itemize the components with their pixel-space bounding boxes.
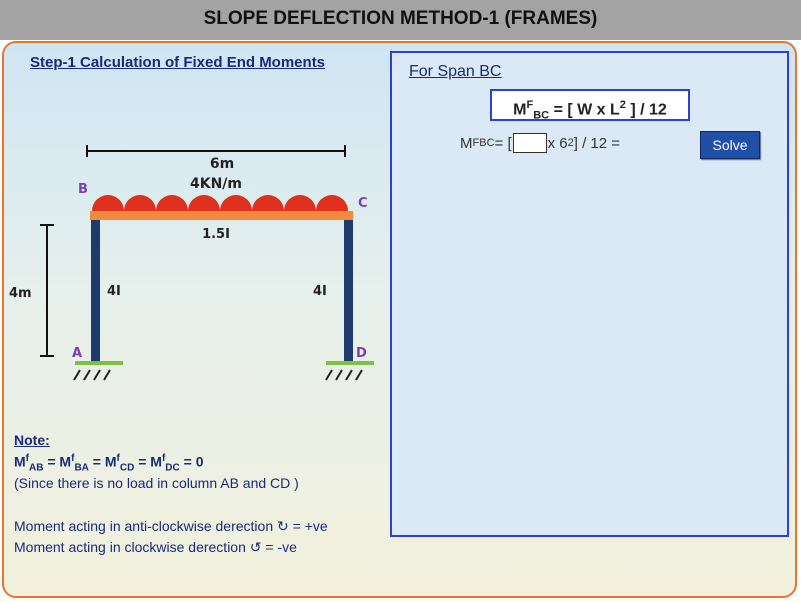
beam-inertia-label: 1.5I <box>202 227 230 242</box>
content-panel: Step-1 Calculation of Fixed End Moments … <box>2 41 797 598</box>
node-b-label: B <box>78 182 88 197</box>
clockwise-convention: Moment acting in clockwise derection ↺ =… <box>14 539 297 555</box>
load-value-input[interactable] <box>512 133 547 153</box>
beam-bc <box>90 211 353 220</box>
column-ab <box>91 220 100 363</box>
fixed-support-d-icon <box>325 361 374 381</box>
fem-formula: MFBC = [ W x L2 ] / 12 <box>490 89 690 122</box>
node-d-label: D <box>356 346 367 361</box>
span-title: For Span BC <box>409 63 502 80</box>
span-bc-panel: For Span BC MFBC = [ W x L2 ] / 12 M F BC … <box>390 51 789 537</box>
note-reason: (Since there is no load in column AB and… <box>14 475 299 491</box>
fixed-support-a-icon <box>73 361 123 381</box>
anticlockwise-convention: Moment acting in anti-clockwise derectio… <box>14 518 328 534</box>
span-length-label: 6m <box>210 156 234 172</box>
note-title: Note: <box>14 432 50 448</box>
node-c-label: C <box>358 196 368 211</box>
fixed-end-moment-equation: MfAB = MfBA = MfCD = MfDC = 0 <box>14 453 204 474</box>
height-label: 4m <box>9 286 32 301</box>
node-a-label: A <box>72 346 82 361</box>
step-title: Step-1 Calculation of Fixed End Moments <box>30 54 326 71</box>
frame-diagram: 6m 4KN/m 1.5I 4I 4I B C A D 4m <box>9 145 374 381</box>
column-ab-inertia-label: 4I <box>107 284 121 299</box>
column-cd <box>344 220 353 363</box>
page-title: SLOPE DEFLECTION METHOD-1 (FRAMES) <box>203 8 598 29</box>
distributed-load-icon <box>92 195 348 211</box>
title-bar: SLOPE DEFLECTION METHOD-1 (FRAMES) <box>0 0 801 40</box>
solve-button[interactable]: Solve <box>700 131 760 159</box>
load-label: 4KN/m <box>190 176 242 192</box>
column-cd-inertia-label: 4I <box>313 284 327 299</box>
